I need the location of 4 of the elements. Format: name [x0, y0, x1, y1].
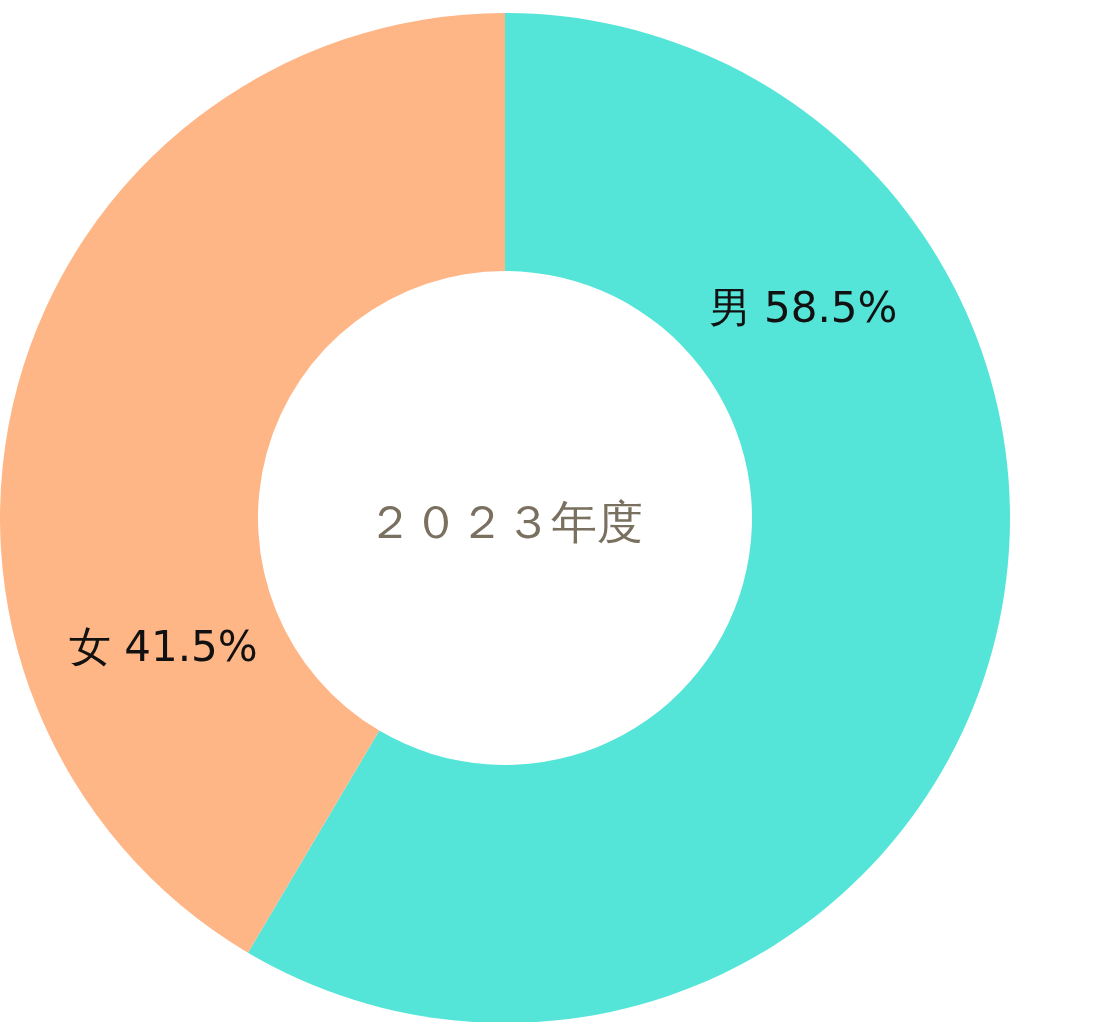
donut-slice — [0, 13, 505, 953]
slice-label: 女 41.5% — [68, 621, 258, 671]
text: ２０２３年度 — [367, 495, 643, 549]
slice-label: 男 58.5% — [708, 282, 898, 332]
